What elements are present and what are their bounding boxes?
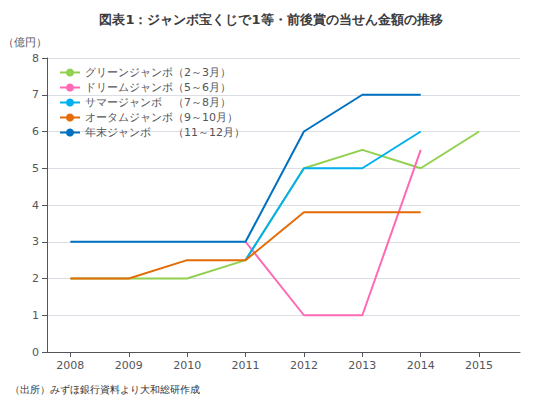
svg-text:0: 0	[32, 346, 39, 359]
svg-text:2009: 2009	[115, 359, 143, 372]
svg-text:2012: 2012	[290, 359, 318, 372]
svg-text:図表1：ジャンボ宝くじで1等・前後賞の当せん金額の推移: 図表1：ジャンボ宝くじで1等・前後賞の当せん金額の推移	[99, 12, 442, 27]
svg-text:2015: 2015	[465, 359, 493, 372]
svg-text:サマージャンボ （7～8月）: サマージャンボ （7～8月）	[85, 96, 231, 109]
svg-text:ドリームジャンボ（5～6月）: ドリームジャンボ（5～6月）	[85, 81, 231, 94]
svg-text:5: 5	[32, 162, 39, 175]
svg-text:6: 6	[32, 125, 39, 138]
svg-text:2013: 2013	[348, 359, 376, 372]
svg-text:（億円）: （億円）	[3, 36, 47, 49]
svg-text:オータムジャンボ（9～10月）: オータムジャンボ（9～10月）	[85, 111, 238, 124]
svg-text:7: 7	[32, 88, 39, 101]
svg-text:3: 3	[32, 235, 39, 248]
svg-text:2011: 2011	[232, 359, 260, 372]
svg-text:年末ジャンボ （11～12月）: 年末ジャンボ （11～12月）	[85, 126, 245, 139]
svg-text:8: 8	[32, 52, 39, 65]
svg-text:2014: 2014	[407, 359, 435, 372]
svg-text:1: 1	[32, 309, 39, 322]
svg-text:2008: 2008	[56, 359, 84, 372]
svg-text:4: 4	[32, 199, 39, 212]
svg-text:（出所）みずほ銀行資料より大和総研作成: （出所）みずほ銀行資料より大和総研作成	[10, 384, 200, 396]
svg-text:グリーンジャンボ（2～3月）: グリーンジャンボ（2～3月）	[85, 66, 231, 79]
svg-text:2: 2	[32, 272, 39, 285]
svg-text:2010: 2010	[173, 359, 201, 372]
